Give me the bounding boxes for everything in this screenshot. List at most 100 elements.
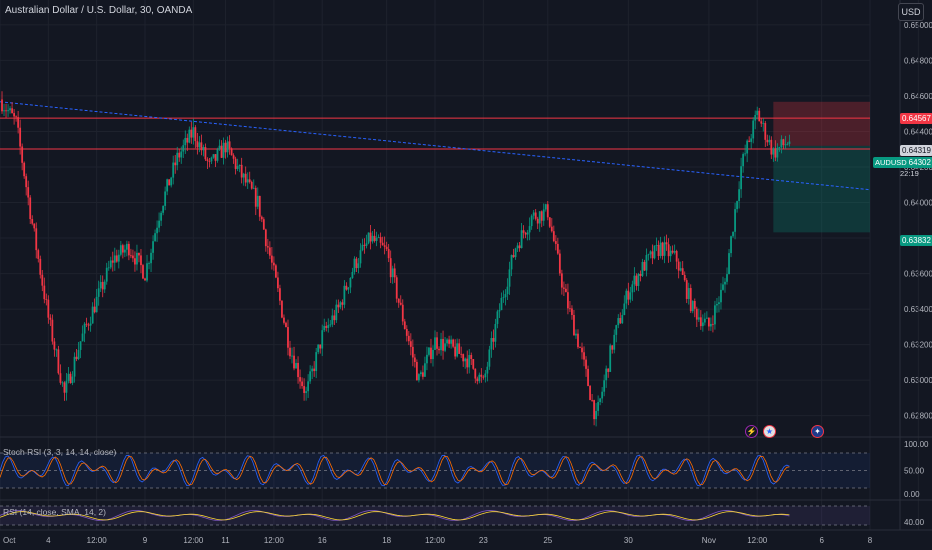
candle-body xyxy=(182,145,185,152)
candle-body xyxy=(279,288,281,301)
candle-body xyxy=(732,231,734,237)
candle-body xyxy=(508,269,511,287)
candle-body xyxy=(101,281,104,290)
candle-body xyxy=(162,205,165,213)
candle-body xyxy=(244,173,247,183)
candle-body xyxy=(103,281,106,290)
candle-body xyxy=(681,268,684,275)
candle-body xyxy=(778,146,781,148)
currency-button[interactable]: USD xyxy=(898,3,924,21)
time-tick-label: 18 xyxy=(382,536,391,545)
candle-body xyxy=(542,209,545,221)
candle-body xyxy=(119,245,122,255)
candle-body xyxy=(448,339,450,344)
candle-body xyxy=(768,139,771,143)
bar-countdown: 22:19 xyxy=(900,169,919,178)
lightning-icon[interactable]: ⚡ xyxy=(745,425,758,438)
candle-body xyxy=(603,380,606,392)
candle-body xyxy=(158,220,160,228)
candle-body xyxy=(343,285,346,305)
rsi-label[interactable]: RSI (14, close, SMA, 14, 2) xyxy=(3,507,106,517)
rsi-band xyxy=(0,506,870,525)
candle-body xyxy=(154,233,156,242)
candle-body xyxy=(299,377,301,382)
candle-body xyxy=(466,358,469,368)
candle-body xyxy=(256,195,259,207)
candle-body xyxy=(258,195,261,217)
candle-body xyxy=(210,157,213,162)
candle-body xyxy=(91,306,94,324)
candle-body xyxy=(275,265,277,278)
candle-body xyxy=(470,355,473,359)
candle-body xyxy=(55,349,58,351)
candle-body xyxy=(502,297,505,298)
candle-body xyxy=(59,373,62,383)
candle-body xyxy=(214,154,217,161)
candle-body xyxy=(383,245,386,247)
candle-body xyxy=(401,304,404,322)
flag-us-icon[interactable]: ★ xyxy=(763,425,776,438)
candle-body xyxy=(65,380,68,393)
candle-body xyxy=(146,263,148,281)
candle-body xyxy=(484,373,487,378)
candle-body xyxy=(156,227,158,234)
candle-body xyxy=(297,362,299,378)
candle-body xyxy=(524,232,527,235)
flag-au-icon[interactable]: ✦ xyxy=(811,425,824,438)
candle-body xyxy=(571,308,573,315)
time-tick-label: 6 xyxy=(819,536,824,545)
candle-body xyxy=(323,325,326,331)
candle-body xyxy=(51,319,54,342)
candle-body xyxy=(53,341,56,350)
candle-body xyxy=(659,242,662,257)
candle-body xyxy=(224,142,227,153)
candle-body xyxy=(585,359,587,369)
stoch-d-line xyxy=(0,455,790,486)
candle-body xyxy=(285,322,287,328)
take-profit-zone xyxy=(773,145,870,233)
time-tick-label: 12:00 xyxy=(425,536,446,545)
candle-body xyxy=(95,296,98,313)
candle-body xyxy=(115,255,118,262)
candle-body xyxy=(206,159,209,161)
candle-body xyxy=(15,116,18,118)
candle-body xyxy=(691,300,694,312)
candle-body xyxy=(623,303,626,316)
candle-body xyxy=(266,246,269,248)
candle-body xyxy=(436,337,438,349)
candle-body xyxy=(240,164,243,178)
candle-body xyxy=(718,302,720,305)
candle-body xyxy=(216,149,219,161)
stoch-k-line xyxy=(0,454,790,487)
candle-body xyxy=(428,347,430,355)
candle-body xyxy=(121,245,124,253)
candle-body xyxy=(669,250,672,257)
candle-body xyxy=(393,268,396,278)
candle-body xyxy=(77,349,80,360)
candle-body xyxy=(132,255,134,259)
candle-body xyxy=(498,310,501,312)
candle-body xyxy=(597,402,600,411)
time-tick-label: 8 xyxy=(868,536,873,545)
candle-body xyxy=(123,249,126,253)
candle-body xyxy=(528,226,531,233)
candle-body xyxy=(641,261,644,276)
candle-body xyxy=(762,123,765,124)
stoch-rsi-label[interactable]: Stoch RSI (3, 3, 14, 14, close) xyxy=(3,447,117,457)
candle-body xyxy=(140,255,142,266)
candle-body xyxy=(609,345,612,372)
candle-body xyxy=(281,300,283,318)
candle-body xyxy=(361,244,364,251)
candle-body xyxy=(639,273,642,276)
candle-body xyxy=(79,341,82,350)
candle-body xyxy=(85,323,88,325)
candle-body xyxy=(776,147,779,158)
candle-body xyxy=(377,237,380,238)
candle-body xyxy=(184,137,187,146)
time-tick-label: Oct xyxy=(3,536,16,545)
candle-body xyxy=(710,323,712,327)
candle-body xyxy=(89,323,92,326)
candle-body xyxy=(1,99,3,112)
candle-body xyxy=(538,211,541,224)
